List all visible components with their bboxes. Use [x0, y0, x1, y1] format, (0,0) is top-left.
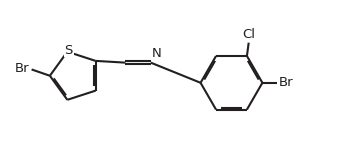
Text: N: N [152, 47, 162, 60]
Text: S: S [65, 44, 73, 57]
Text: Br: Br [15, 62, 30, 75]
Text: Br: Br [278, 76, 293, 89]
Text: Cl: Cl [242, 28, 255, 41]
